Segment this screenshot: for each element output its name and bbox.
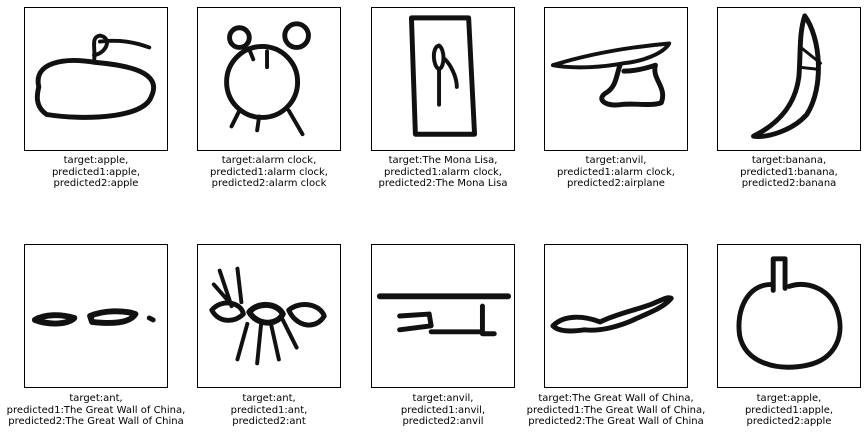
target-label: target:alarm clock,: [221, 155, 317, 166]
anvil-sketch-icon: [376, 293, 512, 337]
predicted1-label: predicted1:ant,: [230, 404, 308, 416]
panel-caption-3: target:The Mona Lisa, predicted1:alarm c…: [348, 155, 538, 190]
sketch-panel-10: [717, 244, 861, 388]
predicted2-label: predicted2:The Great Wall of China: [528, 416, 704, 427]
target-label: target:The Great Wall of China,: [538, 393, 694, 404]
predicted1-label: predicted1:alarm clock,: [384, 166, 502, 178]
panel-caption-7: target:ant, predicted1:ant, predicted2:a…: [174, 393, 364, 428]
ant-sketch-icon: [209, 266, 327, 366]
predicted2-label: predicted2:The Mona Lisa: [378, 178, 508, 189]
sketch-panel-8: [371, 244, 515, 388]
predicted1-label: predicted1:apple,: [744, 404, 834, 416]
predicted2-label: predicted2:The Great Wall of China: [8, 416, 184, 427]
predicted1-label: predicted1:apple,: [51, 166, 141, 178]
predicted1-label: predicted1:anvil,: [400, 404, 486, 416]
target-label: target:anvil,: [585, 155, 647, 166]
sketch-panel-9: [544, 244, 688, 388]
predicted2-label: predicted2:anvil: [402, 416, 484, 427]
sketch-panel-7: [197, 244, 341, 388]
panel-caption-1: target:apple, predicted1:apple, predicte…: [1, 155, 191, 190]
panel-caption-9: target:The Great Wall of China, predicte…: [521, 393, 711, 428]
panel-caption-8: target:anvil, predicted1:anvil, predicte…: [348, 393, 538, 428]
sketch-panel-1: [24, 7, 168, 151]
panel-caption-4: target:anvil, predicted1:alarm clock, pr…: [521, 155, 711, 190]
predicted1-label: predicted1:alarm clock,: [557, 166, 675, 178]
apple-sketch-icon: [736, 256, 843, 370]
predicted2-label: predicted2:apple: [53, 178, 139, 189]
predicted1-label: predicted1:The Great Wall of China,: [526, 404, 706, 416]
predicted2-label: predicted2:alarm clock: [211, 178, 327, 189]
panel-caption-10: target:apple, predicted1:apple, predicte…: [694, 393, 868, 428]
predicted2-label: predicted2:banana: [741, 178, 837, 189]
ant-sketch-icon: [31, 308, 156, 327]
target-label: target:banana,: [751, 155, 827, 166]
anvil-sketch-icon: [550, 41, 672, 108]
sketch-panel-6: [24, 244, 168, 388]
great-wall-sketch-icon: [550, 295, 674, 334]
target-label: target:The Mona Lisa,: [388, 155, 498, 166]
panel-caption-6: target:ant, predicted1:The Great Wall of…: [1, 393, 191, 428]
predicted2-label: predicted2:ant: [232, 416, 306, 427]
predicted2-label: predicted2:apple: [746, 416, 832, 427]
sketch-panel-2: [197, 7, 341, 151]
target-label: target:ant,: [69, 393, 123, 404]
panel-caption-2: target:alarm clock, predicted1:alarm clo…: [174, 155, 364, 190]
target-label: target:anvil,: [412, 393, 474, 404]
sketch-panel-4: [544, 7, 688, 151]
apple-sketch-icon: [34, 33, 156, 120]
sketch-panel-5: [717, 7, 861, 151]
target-label: target:ant,: [242, 393, 296, 404]
banana-sketch-icon: [751, 13, 823, 139]
target-label: target:apple,: [756, 393, 822, 404]
predicted1-label: predicted1:banana,: [740, 166, 838, 178]
sketch-panel-3: [371, 7, 515, 151]
predicted1-label: predicted1:alarm clock,: [210, 166, 328, 178]
target-label: target:apple,: [63, 155, 129, 166]
predicted1-label: predicted1:The Great Wall of China,: [6, 404, 186, 416]
predicted2-label: predicted2:airplane: [567, 178, 665, 189]
panel-caption-5: target:banana, predicted1:banana, predic…: [694, 155, 868, 190]
mona-lisa-sketch-icon: [408, 15, 478, 137]
alarm-clock-sketch-icon: [224, 21, 311, 137]
